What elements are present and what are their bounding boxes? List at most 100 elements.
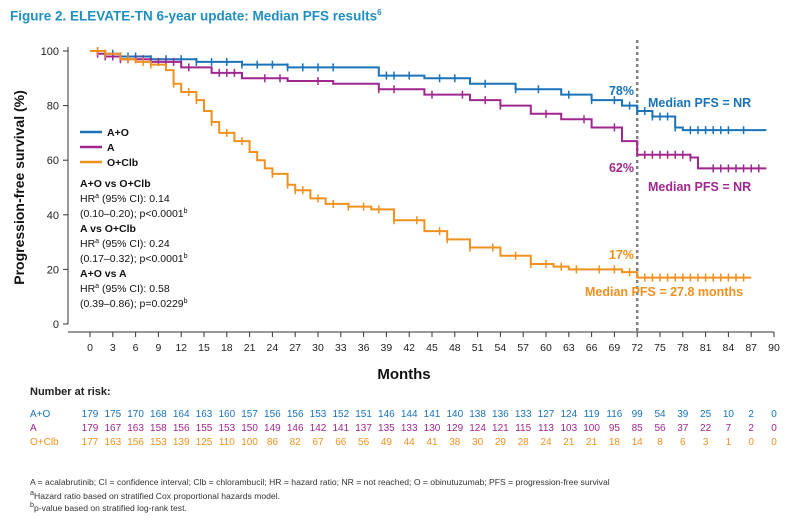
figure-title: Figure 2. ELEVATE-TN 6-year update: Medi… xyxy=(10,8,382,24)
at-risk-value: 54 xyxy=(654,409,666,420)
x-tick-label: 45 xyxy=(426,342,438,354)
annotation-a: Median PFS = NR xyxy=(648,180,751,194)
annotation-o-clb: Median PFS = 27.8 months xyxy=(585,285,743,299)
at-risk-value: 158 xyxy=(150,423,167,434)
abbreviations-footnote: A = acalabrutinib; CI = confidence inter… xyxy=(30,477,610,487)
y-tick-label: 80 xyxy=(47,101,59,113)
x-tick-label: 69 xyxy=(609,342,621,354)
stats-hr-line: HRa (95% CI): 0.24 xyxy=(80,238,170,250)
legend-label: A+O xyxy=(107,127,129,139)
at-risk-value: 129 xyxy=(446,423,463,434)
at-risk-value: 163 xyxy=(127,423,144,434)
at-risk-value: 44 xyxy=(404,437,416,448)
km-curve-o-clb xyxy=(90,50,752,279)
at-risk-value: 133 xyxy=(515,409,532,420)
x-tick-label: 6 xyxy=(133,342,139,354)
at-risk-value: 140 xyxy=(446,409,463,420)
x-tick-label: 18 xyxy=(221,342,233,354)
at-risk-value: 21 xyxy=(563,437,575,448)
at-risk-value: 168 xyxy=(150,409,167,420)
figure-title-reference: 6 xyxy=(377,8,382,17)
footnote-a: aHazard ratio based on stratified Cox pr… xyxy=(30,489,280,501)
at-risk-value: 136 xyxy=(492,409,509,420)
y-tick-label: 0 xyxy=(53,319,59,331)
at-risk-value: 113 xyxy=(538,423,554,434)
at-risk-value: 141 xyxy=(424,409,441,420)
at-risk-value: 155 xyxy=(196,423,213,434)
at-risk-value: 22 xyxy=(700,423,712,434)
x-tick-label: 63 xyxy=(563,342,575,354)
at-risk-value: 100 xyxy=(241,437,258,448)
at-risk-value: 138 xyxy=(469,409,486,420)
at-risk-value: 121 xyxy=(492,423,509,434)
at-risk-value: 127 xyxy=(538,409,555,420)
at-risk-value: 56 xyxy=(358,437,370,448)
x-tick-label: 60 xyxy=(540,342,552,354)
x-tick-label: 66 xyxy=(586,342,598,354)
x-tick-label: 90 xyxy=(768,342,780,354)
stats-hr-line: HRa (95% CI): 0.14 xyxy=(80,193,170,205)
at-risk-value: 170 xyxy=(127,409,144,420)
at-risk-value: 2 xyxy=(748,409,754,420)
at-risk-value: 175 xyxy=(104,409,121,420)
at-risk-value: 167 xyxy=(104,423,121,434)
stats-heading: A vs O+Clb xyxy=(80,223,136,235)
at-risk-value: 29 xyxy=(495,437,507,448)
at-risk-value: 153 xyxy=(218,423,235,434)
stats-ci-line: (0.17–0.32); p<0.0001b xyxy=(80,253,188,265)
x-tick-label: 12 xyxy=(175,342,187,354)
y-tick-label: 60 xyxy=(47,155,59,167)
x-tick-label: 72 xyxy=(631,342,643,354)
at-risk-value: 144 xyxy=(401,409,418,420)
at-risk-value: 67 xyxy=(312,437,324,448)
at-risk-value: 115 xyxy=(515,423,531,434)
annotation-o-clb: 17% xyxy=(609,248,634,262)
at-risk-value: 82 xyxy=(290,437,302,448)
footnote-a-text: Hazard ratio based on stratified Cox pro… xyxy=(33,490,280,501)
at-risk-value: 100 xyxy=(583,423,600,434)
at-risk-value: 6 xyxy=(680,437,686,448)
at-risk-value: 0 xyxy=(771,437,777,448)
at-risk-value: 157 xyxy=(241,409,258,420)
at-risk-value: 156 xyxy=(287,409,304,420)
x-tick-label: 9 xyxy=(155,342,161,354)
at-risk-value: 153 xyxy=(150,437,167,448)
y-tick-label: 100 xyxy=(41,46,59,58)
x-tick-label: 42 xyxy=(403,342,415,354)
at-risk-value: 137 xyxy=(355,423,372,434)
figure-title-text: Figure 2. ELEVATE-TN 6-year update: Medi… xyxy=(10,8,378,24)
at-risk-value: 153 xyxy=(310,409,327,420)
stats-hr-line: HRa (95% CI): 0.58 xyxy=(80,283,170,295)
at-risk-value: 95 xyxy=(609,423,621,434)
at-risk-value: 103 xyxy=(560,423,577,434)
at-risk-value: 7 xyxy=(726,423,732,434)
at-risk-value: 85 xyxy=(632,423,644,434)
x-tick-label: 30 xyxy=(312,342,324,354)
abbreviations-text: A = acalabrutinib; CI = confidence inter… xyxy=(30,477,610,487)
y-tick-label: 40 xyxy=(47,210,59,222)
at-risk-value: 39 xyxy=(677,409,689,420)
at-risk-value: 163 xyxy=(196,409,213,420)
at-risk-value: 124 xyxy=(469,423,486,434)
x-tick-label: 87 xyxy=(745,342,757,354)
at-risk-value: 1 xyxy=(726,437,732,448)
at-risk-value: 25 xyxy=(700,409,712,420)
y-axis-label: Progression-free survival (%) xyxy=(11,90,27,285)
at-risk-value: 24 xyxy=(540,437,552,448)
stats-heading: A+O vs A xyxy=(80,268,127,280)
at-risk-value: 124 xyxy=(560,409,577,420)
km-curve-a-o xyxy=(90,50,767,132)
x-tick-label: 48 xyxy=(449,342,461,354)
x-tick-label: 21 xyxy=(244,342,256,354)
at-risk-row-label: A xyxy=(30,423,37,434)
x-tick-label: 24 xyxy=(267,342,279,354)
at-risk-value: 130 xyxy=(424,423,441,434)
at-risk-value: 10 xyxy=(723,409,735,420)
at-risk-value: 156 xyxy=(173,423,190,434)
x-tick-label: 57 xyxy=(517,342,529,354)
at-risk-value: 150 xyxy=(241,423,258,434)
stats-heading: A+O vs O+Clb xyxy=(80,178,151,190)
at-risk-value: 21 xyxy=(586,437,598,448)
at-risk-value: 18 xyxy=(609,437,621,448)
